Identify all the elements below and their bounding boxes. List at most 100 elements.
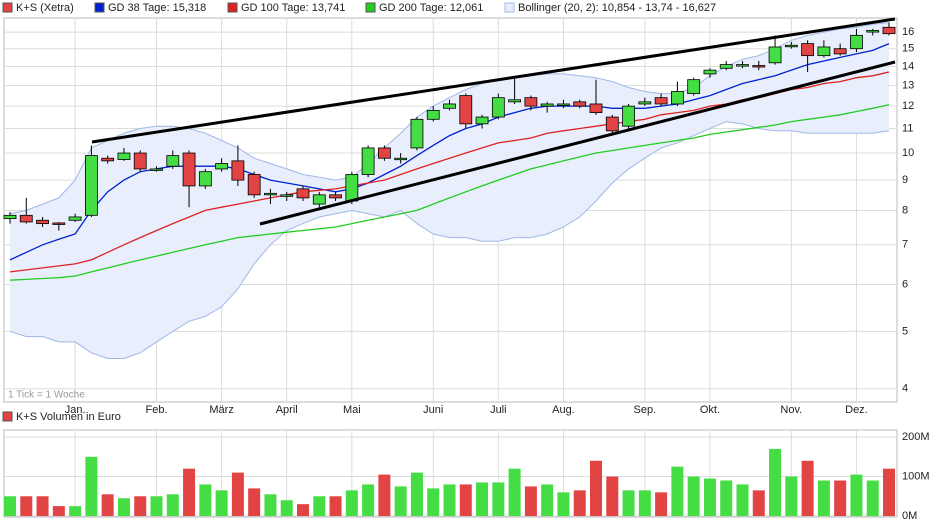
candle-body: [443, 103, 456, 109]
y-tick-label: 100M: [902, 470, 930, 482]
volume-bar: [264, 494, 277, 516]
candle-body: [84, 155, 98, 216]
legend-label: K+S (Xetra): [16, 2, 74, 14]
volume-bar: [508, 468, 521, 516]
candle-body: [345, 174, 359, 202]
volume-bar: [297, 504, 309, 516]
volume-bar: [362, 484, 375, 516]
candle-body: [719, 64, 733, 69]
candle-body: [736, 64, 749, 67]
y-tick-label: 12: [902, 100, 914, 112]
volume-bar: [166, 494, 179, 516]
y-tick-label: 4: [902, 383, 908, 395]
candle-body: [687, 79, 701, 94]
y-tick-label: 15: [902, 43, 914, 55]
volume-bar: [313, 496, 326, 516]
candle-body: [19, 214, 33, 223]
candle-body: [475, 116, 489, 125]
foreground-layer: 4 5 6 7 8 9 10 11 12 13 14 15 16 Jan. Feb. März April Mai…: [2, 2, 914, 416]
volume-bar: [134, 496, 147, 516]
legend-label: GD 38 Tage: 15,318: [108, 2, 206, 14]
volume-bar: [101, 494, 114, 516]
candle-body: [264, 192, 277, 196]
candle-body: [36, 219, 49, 225]
candle-body: [573, 101, 587, 107]
y-tick-label: 8: [902, 204, 908, 216]
candle-body: [622, 105, 635, 127]
legend-swatch: [227, 2, 238, 13]
volume-bar: [834, 480, 847, 516]
x-tick-label: Okt.: [700, 404, 720, 416]
volume-bar: [541, 484, 554, 516]
y-tick-label: 0M: [902, 510, 917, 522]
volume-bar: [883, 468, 895, 516]
volume-bar: [736, 484, 749, 516]
volume-labels: 0M 100M 200M K+S Volumen in Euro: [2, 411, 930, 522]
volume-bar: [4, 496, 16, 516]
volume-bar: [199, 484, 212, 516]
plot-layer: [3, 22, 896, 359]
y-tick-label: 6: [902, 278, 908, 290]
volume-bar: [85, 456, 98, 516]
moving-average: [9, 104, 890, 281]
candle-body: [3, 214, 17, 220]
volume-bar: [638, 490, 651, 516]
volume-bar: [769, 448, 782, 516]
volume-bar: [410, 472, 423, 516]
x-tick-label: Nov.: [780, 404, 802, 416]
legend-swatch: [2, 411, 13, 422]
candle-body: [589, 103, 603, 114]
volume-bar: [622, 490, 635, 516]
candle-body: [52, 222, 66, 225]
candle-body: [329, 194, 342, 199]
volume-bar: [476, 482, 489, 516]
candle-body: [801, 43, 815, 57]
x-tick-label: Jan.: [65, 404, 86, 416]
candle-body: [752, 65, 766, 68]
volume-bar: [817, 480, 830, 516]
bollinger-lower: [9, 121, 890, 359]
candle-body: [426, 110, 440, 120]
volume-bar: [752, 490, 765, 516]
candle-body: [377, 147, 391, 159]
y-tick-label: 13: [902, 79, 914, 91]
volume-bar: [671, 466, 684, 516]
volume-bar: [427, 488, 440, 516]
trend-line: [259, 60, 896, 226]
x-tick-label: Feb.: [145, 404, 167, 416]
volume-bar: [117, 498, 130, 516]
volume-bar: [280, 500, 293, 516]
candle-body: [508, 99, 522, 103]
candle-body: [866, 30, 880, 33]
y-tick-label: 9: [902, 174, 908, 186]
volume-bar: [850, 474, 863, 516]
candle-body: [670, 91, 684, 105]
volume-bar: [557, 492, 570, 516]
y-tick-label: 14: [902, 60, 914, 72]
volume-bar: [394, 486, 407, 516]
candle-body: [166, 155, 180, 167]
volume-bar: [329, 496, 342, 516]
y-tick-label: 200M: [902, 431, 930, 443]
x-tick-label: Aug.: [552, 404, 575, 416]
legend-swatch: [94, 2, 105, 13]
volume-bar: [524, 486, 537, 516]
note: 1 Tick = 1 Woche: [8, 390, 85, 401]
candle-body: [361, 147, 375, 175]
candle-body: [557, 103, 570, 106]
x-tick-label: Juni: [423, 404, 443, 416]
y-tick-label: 7: [902, 239, 908, 251]
legend-swatch: [365, 2, 376, 13]
candle-body: [150, 168, 163, 171]
candle-body: [491, 97, 505, 118]
candle-body: [101, 157, 115, 162]
candle-body: [703, 69, 717, 75]
volume-bar: [785, 476, 798, 516]
x-tick-label: Mai: [343, 404, 361, 416]
volume-bar: [866, 480, 879, 516]
candle-body: [133, 152, 147, 170]
volume-bar: [248, 488, 261, 516]
candle-body: [312, 194, 326, 205]
